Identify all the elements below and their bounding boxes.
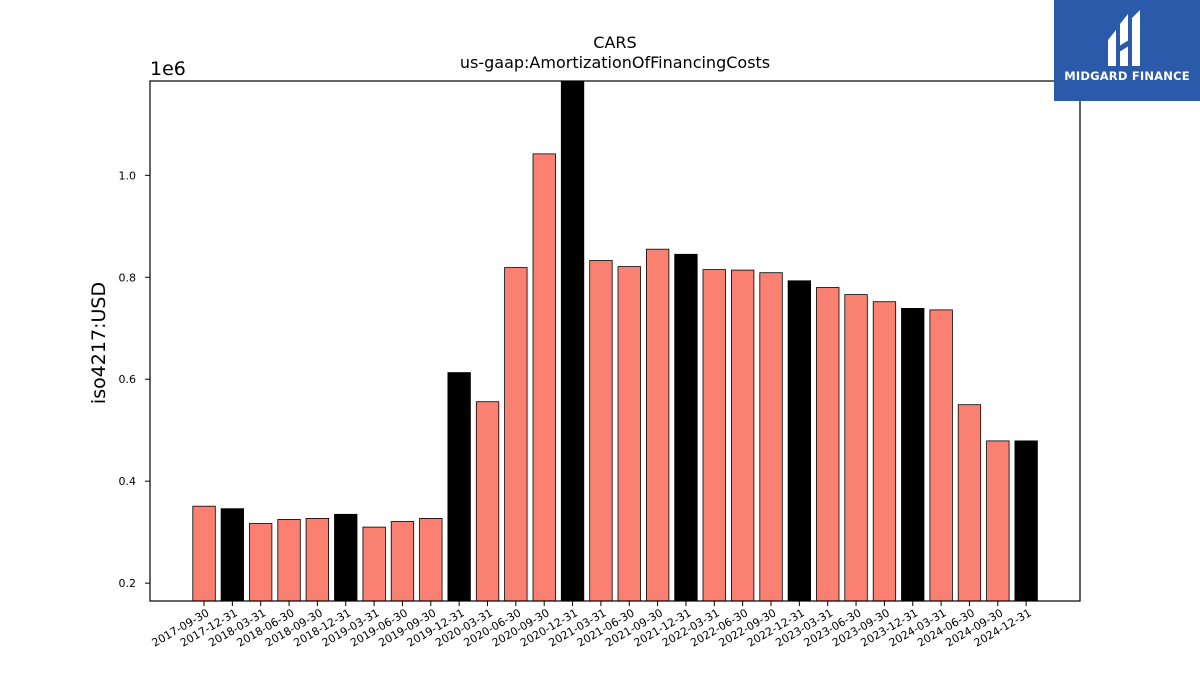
bar-2021-12-31 — [674, 253, 698, 602]
y-offset-label: 1e6 — [150, 58, 186, 80]
bar-2020-12-31 — [560, 80, 585, 602]
bar-2017-12-31 — [220, 508, 245, 602]
bar-2021-09-30 — [646, 248, 670, 602]
bar-2018-03-31 — [248, 523, 273, 602]
bar-2018-09-30 — [305, 518, 330, 602]
bar-2019-12-31 — [447, 372, 471, 602]
bar-2022-03-31 — [702, 269, 726, 602]
bar-2020-06-30 — [504, 267, 528, 602]
midgard-logo-icon — [1108, 10, 1140, 66]
brand-name: MIDGARD FINANCE — [1064, 69, 1190, 83]
bar-2022-09-30 — [759, 272, 783, 602]
bar-2024-09-30 — [986, 440, 1010, 602]
bar-2022-06-30 — [731, 269, 755, 602]
bar-2018-06-30 — [277, 519, 301, 602]
bar-2017-09-30 — [192, 505, 216, 602]
x-axis-ticks: 2017-09-302017-12-312018-03-312018-06-30… — [150, 601, 1034, 650]
bar-2024-03-31 — [929, 309, 953, 602]
bar-2021-03-31 — [589, 260, 613, 602]
y-tick-label: 0.8 — [119, 271, 137, 284]
bar-2020-03-31 — [475, 401, 500, 602]
bar-2024-06-30 — [957, 404, 982, 602]
plot-frame — [149, 80, 1081, 602]
y-axis-label: iso4217:USD — [88, 282, 110, 404]
brand-logo: MIDGARD FINANCE — [1054, 0, 1200, 101]
bar-2023-12-31 — [901, 307, 925, 602]
bar-2024-12-31 — [1014, 440, 1038, 602]
y-tick-label: 0.6 — [119, 373, 137, 386]
y-tick-label: 0.2 — [119, 577, 137, 590]
bar-2022-12-31 — [787, 280, 811, 602]
chart-subtitle: us-gaap:AmortizationOfFinancingCosts — [460, 53, 770, 72]
bar-2019-03-31 — [362, 526, 386, 602]
bar-2018-12-31 — [334, 513, 358, 602]
y-tick-label: 1.0 — [119, 169, 137, 182]
bar-2020-09-30 — [532, 153, 556, 602]
bar-2019-06-30 — [390, 521, 415, 602]
bar-2023-06-30 — [844, 294, 868, 602]
y-tick-label: 0.4 — [119, 475, 137, 488]
bar-2019-09-30 — [419, 518, 443, 602]
y-axis-ticks: 0.2 0.4 0.6 0.8 1.0 — [119, 169, 150, 590]
bars-group — [192, 80, 1038, 602]
chart-title: CARS — [593, 33, 636, 52]
bar-2023-09-30 — [872, 301, 897, 602]
bar-2021-06-30 — [617, 266, 641, 602]
bar-2023-03-31 — [816, 287, 840, 602]
